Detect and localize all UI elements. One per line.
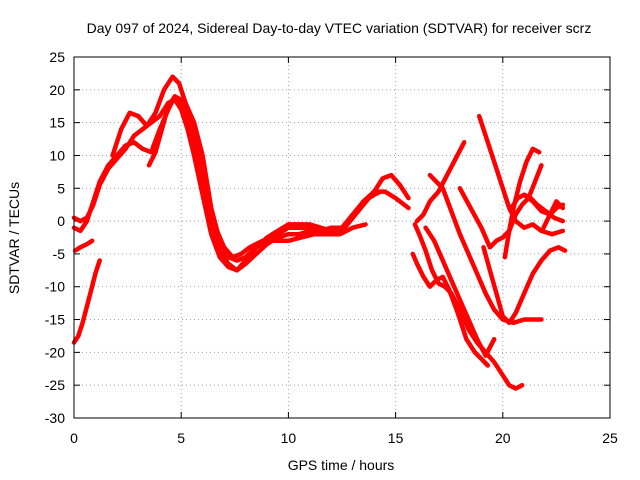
- series-track-13: [476, 113, 566, 237]
- series-track-7: [414, 140, 467, 224]
- series-track-14: [481, 245, 568, 326]
- series-track-18: [541, 199, 566, 230]
- x-tick-label: 20: [495, 430, 511, 446]
- y-tick-label: -30: [45, 410, 65, 426]
- y-tick-label: 15: [49, 115, 65, 131]
- y-tick-label: 10: [49, 147, 65, 163]
- y-tick-label: -15: [45, 312, 65, 328]
- y-tick-label: 20: [49, 82, 65, 98]
- series-track-17: [521, 192, 566, 217]
- series-track-15: [502, 146, 542, 260]
- y-tick-label: -5: [53, 246, 66, 262]
- y-axis-label: SDTVAR / TECUs: [6, 182, 22, 294]
- series-track-9: [410, 251, 491, 368]
- plot-frame: [73, 56, 611, 419]
- series-track-4: [146, 94, 368, 260]
- grid-layer: [74, 57, 610, 418]
- y-tick-label: -20: [45, 344, 65, 360]
- series-track-11: [427, 172, 544, 326]
- y-tick-label: 5: [57, 180, 65, 196]
- chart-title: Day 097 of 2024, Sidereal Day-to-day VTE…: [87, 20, 592, 36]
- series-track-10: [423, 225, 497, 358]
- series-track-3: [110, 74, 411, 263]
- y-tick-label: -25: [45, 377, 65, 393]
- series-track-8: [412, 222, 525, 391]
- x-tick-label: 10: [281, 430, 297, 446]
- series-track-6: [71, 258, 102, 345]
- x-tick-label: 15: [388, 430, 404, 446]
- y-tick-label: -10: [45, 279, 65, 295]
- y-tick-label: 0: [57, 213, 65, 229]
- x-tick-label: 0: [70, 430, 78, 446]
- x-tick-label: 25: [602, 430, 618, 446]
- series-layer: [71, 74, 568, 391]
- series-track-5: [72, 238, 95, 253]
- tick-label-layer: 0 5 10 15 20 25 -30 -25 -20 -15 -10 -5 0 5 10 15 20 25: [45, 49, 618, 446]
- y-tick-label: 25: [49, 49, 65, 65]
- x-axis-label: GPS time / hours: [288, 457, 395, 473]
- x-tick-label: 5: [177, 430, 185, 446]
